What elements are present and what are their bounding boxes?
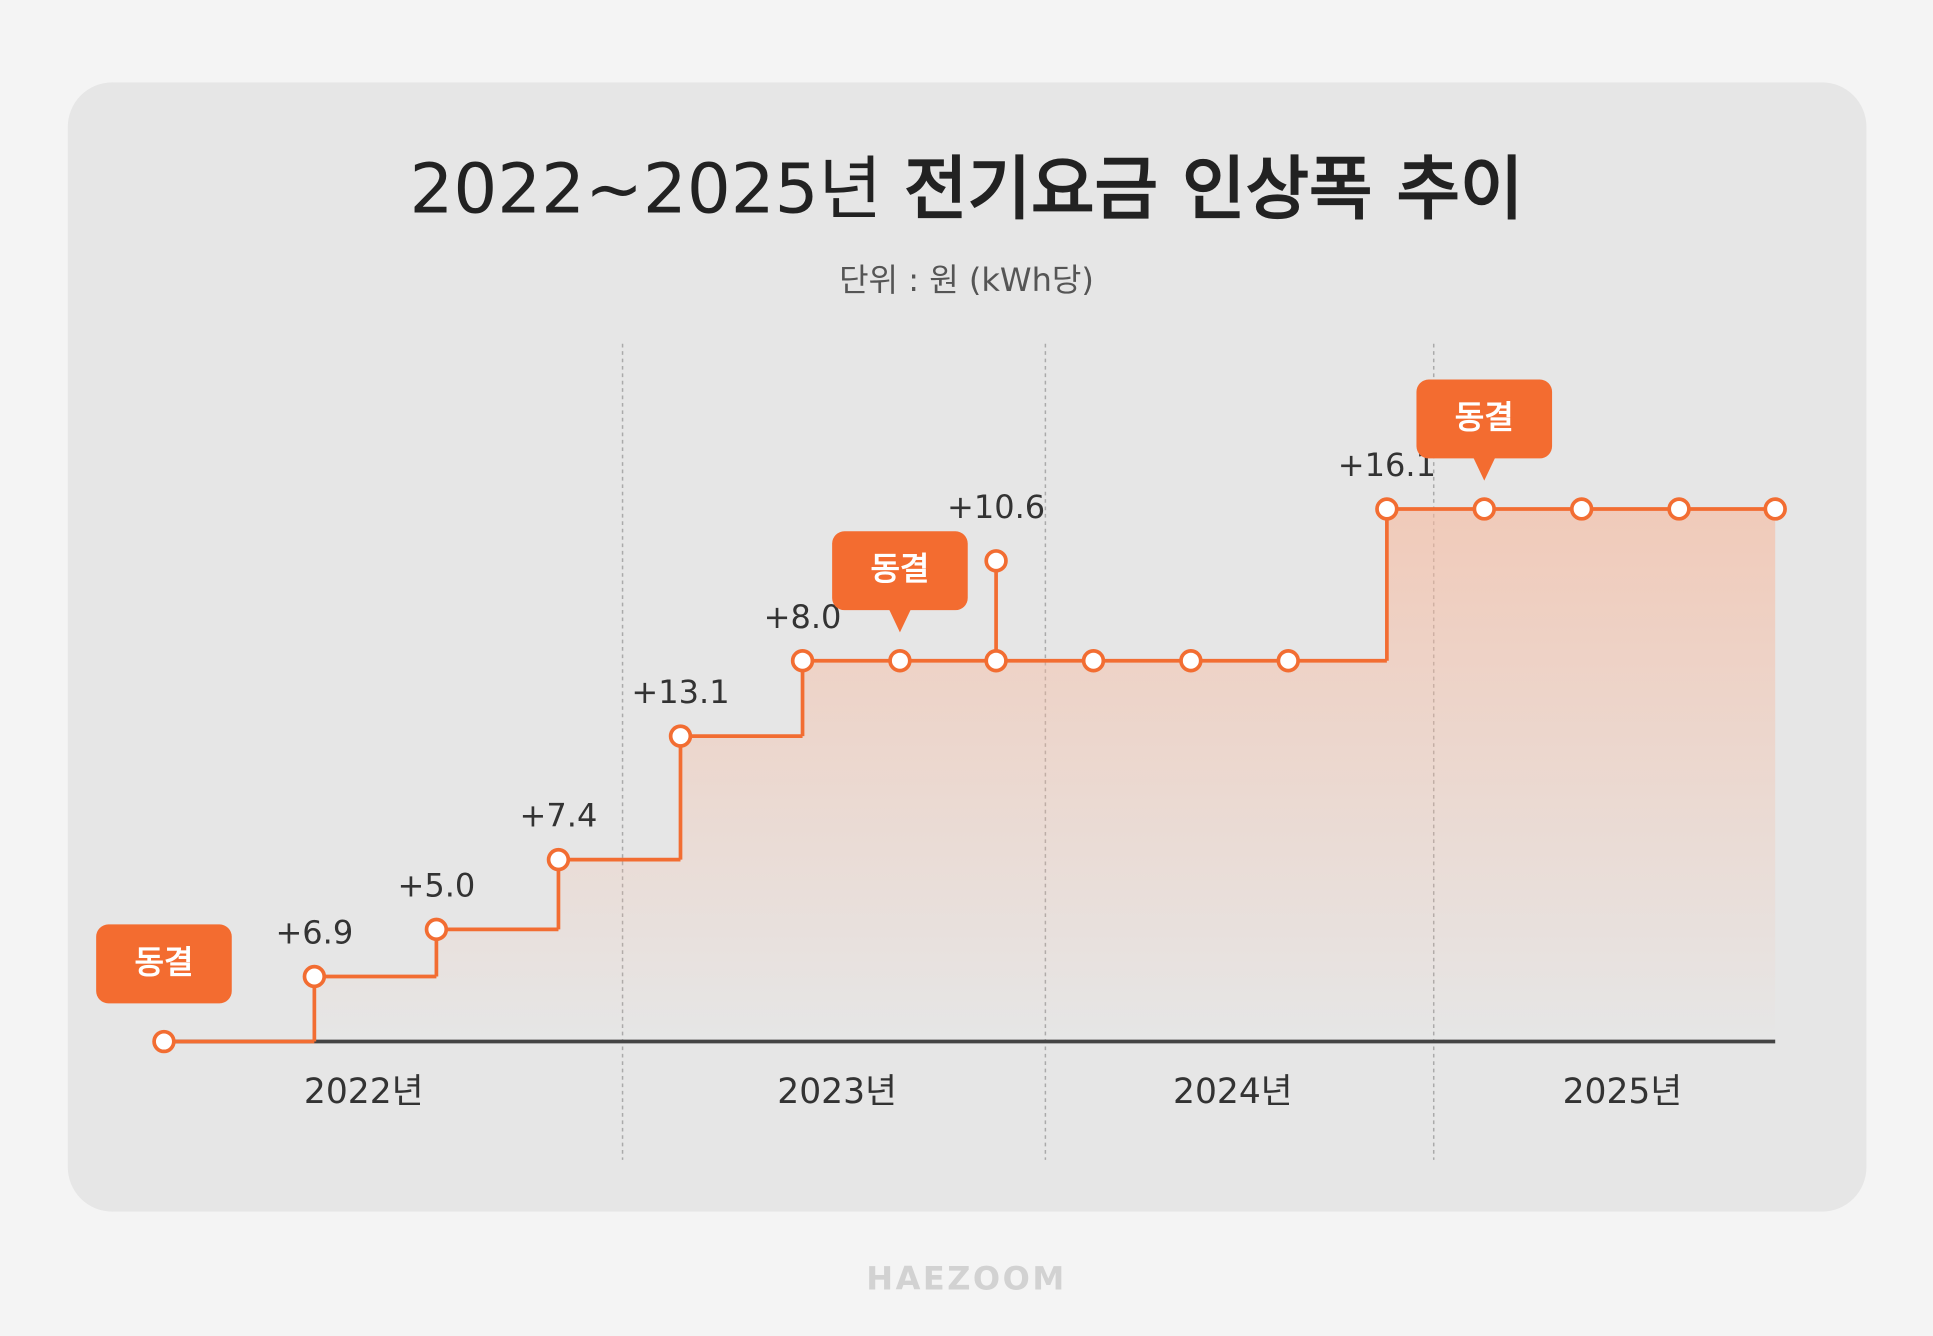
point xyxy=(790,649,815,673)
value-label: +8.0 xyxy=(764,598,842,636)
x-group-label: 2025년 xyxy=(1563,1072,1683,1112)
footer-logo: HAEZOOM xyxy=(866,1260,1066,1298)
value-label: +5.0 xyxy=(397,866,475,904)
point xyxy=(1569,497,1594,521)
point xyxy=(546,847,571,872)
point xyxy=(1179,649,1203,673)
x-group-label: 2024년 xyxy=(1173,1072,1293,1112)
chart-title: 2022~2025년 전기요금 인상폭 추이 xyxy=(409,149,1523,229)
point xyxy=(984,649,1008,673)
point xyxy=(888,649,912,673)
title-regular: 2022~2025년 xyxy=(409,149,882,229)
spike-label: +10.6 xyxy=(947,488,1045,526)
callout-box xyxy=(1416,379,1553,459)
title-bold: 전기요금 인상폭 추이 xyxy=(904,149,1524,229)
point xyxy=(302,964,327,989)
callout-text: 동결 xyxy=(1455,398,1514,436)
point xyxy=(1667,497,1691,521)
callout-pointer xyxy=(888,608,912,633)
value-label: +6.9 xyxy=(275,914,353,952)
point xyxy=(1375,497,1399,521)
x-group-label: 2022년 xyxy=(304,1072,424,1112)
callout-box xyxy=(96,924,232,1004)
callout-text: 동결 xyxy=(134,943,193,981)
callout-box xyxy=(832,531,968,611)
spike-point xyxy=(984,549,1008,573)
point xyxy=(668,724,693,748)
x-group-label: 2023년 xyxy=(777,1072,897,1112)
chart-subtitle: 단위 : 원 (kWh당) xyxy=(839,261,1094,299)
point xyxy=(1276,649,1300,673)
point xyxy=(1763,497,1787,521)
point xyxy=(152,1029,176,1054)
value-label: +7.4 xyxy=(520,797,598,835)
callout-pointer xyxy=(1473,457,1496,481)
point xyxy=(424,917,449,942)
point xyxy=(1081,649,1106,673)
point xyxy=(1472,497,1496,521)
callout-text: 동결 xyxy=(870,550,929,588)
value-label: +13.1 xyxy=(631,673,729,711)
area xyxy=(163,508,1776,1042)
plot: 2022년 2023년 2024년 2025년 +10.6 +6.9 +5.0 +7.4 +13… xyxy=(96,343,1787,1160)
